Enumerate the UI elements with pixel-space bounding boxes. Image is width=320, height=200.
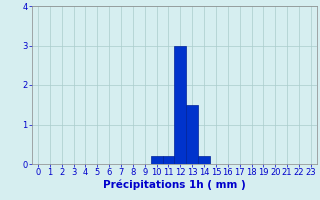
Bar: [174, 46, 186, 164]
Bar: [198, 156, 210, 164]
X-axis label: Précipitations 1h ( mm ): Précipitations 1h ( mm ): [103, 180, 246, 190]
Bar: [186, 105, 198, 164]
Bar: [151, 156, 163, 164]
Bar: [163, 156, 174, 164]
